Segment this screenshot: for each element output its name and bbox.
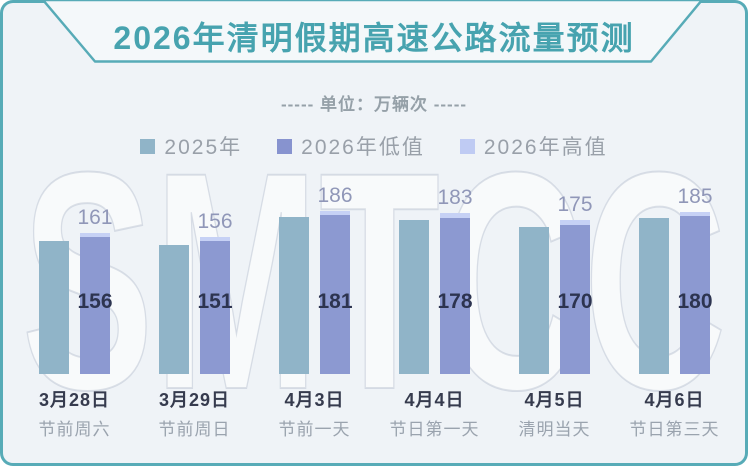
high-value-label: 161 <box>77 205 113 229</box>
page-title: 2026年清明假期高速公路流量预测 <box>113 20 635 56</box>
legend-label: 2026年低值 <box>301 136 425 159</box>
bar-2026-low <box>80 237 110 374</box>
low-value-label: 151 <box>197 290 233 313</box>
x-axis-desc-label: 节前一天 <box>278 420 351 439</box>
legend-swatch <box>277 138 293 154</box>
x-axis-desc-label: 节日第一天 <box>389 420 480 439</box>
high-value-label: 156 <box>197 210 233 233</box>
low-value-label: 170 <box>557 290 593 313</box>
bar-2026-high-cap <box>200 237 230 242</box>
x-axis-date-label: 4月4日 <box>404 390 465 410</box>
low-value-label: 181 <box>317 290 353 313</box>
bar-2025 <box>279 216 309 374</box>
legend-swatch <box>459 138 475 154</box>
bar-2026-high-cap <box>80 232 110 237</box>
x-axis-desc-label: 节前周日 <box>158 420 231 439</box>
low-value-label: 156 <box>77 290 113 313</box>
legend-item-1: 2026年低值 <box>277 131 425 161</box>
low-value-label: 180 <box>677 290 713 313</box>
x-axis-desc-label: 清明当天 <box>518 420 591 439</box>
bar-2025 <box>399 219 429 374</box>
bar-2025 <box>159 244 189 374</box>
bar-2026-low <box>560 224 590 374</box>
bar-2026-high-cap <box>560 220 590 225</box>
x-axis-date-label: 4月5日 <box>524 390 585 410</box>
high-value-label: 185 <box>677 184 713 208</box>
title-banner-shape <box>41 0 704 63</box>
legend-label: 2025年 <box>164 136 243 159</box>
x-axis-date-label: 4月3日 <box>284 390 345 410</box>
unit-label: ----- 单位：万辆次 ----- <box>280 95 468 114</box>
bar-2026-low <box>440 217 470 374</box>
high-value-label: 183 <box>437 186 473 210</box>
low-value-label: 178 <box>437 290 473 313</box>
legend-swatch <box>140 138 156 154</box>
bar-2025 <box>639 217 669 374</box>
x-axis-desc-label: 节前周六 <box>38 420 111 439</box>
high-value-label: 175 <box>557 193 593 217</box>
bar-2026-low <box>200 241 230 374</box>
x-axis-date-label: 3月29日 <box>158 390 231 410</box>
legend-label: 2026年高值 <box>483 136 608 159</box>
legend-item-2: 2026年高值 <box>459 131 608 161</box>
legend: 2025年 2026年低值 2026年高值 <box>0 131 748 161</box>
bar-2025 <box>39 241 69 374</box>
high-value-label: 186 <box>317 183 353 207</box>
title-banner-outline <box>41 0 704 63</box>
bar-2026-low <box>320 215 350 374</box>
bar-2025 <box>519 227 549 374</box>
legend-item-0: 2025年 <box>140 131 242 161</box>
x-axis-date-label: 4月6日 <box>644 390 705 410</box>
bar-2026-high-cap <box>680 211 710 216</box>
x-axis-desc-label: 节日第三天 <box>629 420 720 439</box>
bar-2026-high-cap <box>440 213 470 218</box>
bar-2026-high-cap <box>320 210 350 216</box>
x-axis-date-label: 3月28日 <box>38 390 111 410</box>
bar-2026-low <box>680 216 710 374</box>
